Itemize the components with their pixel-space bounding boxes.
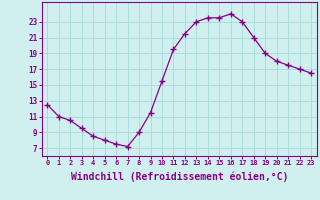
- X-axis label: Windchill (Refroidissement éolien,°C): Windchill (Refroidissement éolien,°C): [70, 172, 288, 182]
